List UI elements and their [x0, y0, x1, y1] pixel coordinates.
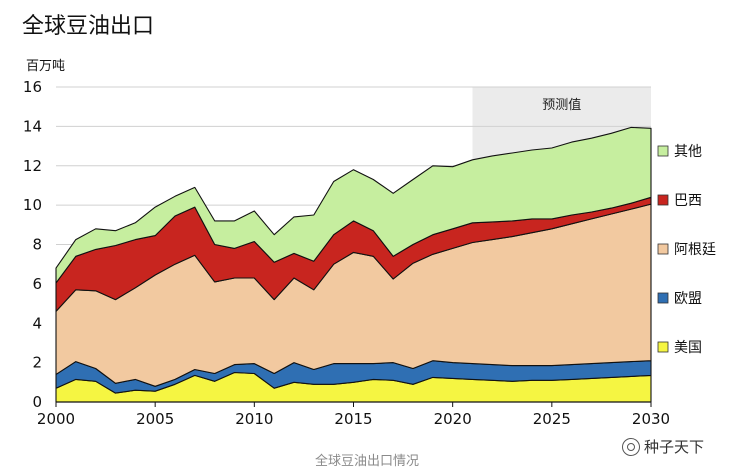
- y-tick-label: 16: [23, 78, 42, 96]
- y-tick-label: 0: [32, 393, 42, 411]
- watermark-text: 种子天下: [644, 438, 705, 456]
- area-series-其他: [55, 126, 652, 284]
- legend-label: 其他: [674, 144, 702, 160]
- legend-swatch: [657, 145, 669, 157]
- x-tick-label: 2015: [334, 410, 372, 428]
- x-tick-label: 2020: [434, 410, 472, 428]
- legend-swatch: [657, 341, 669, 353]
- y-tick-label: 2: [32, 354, 42, 372]
- y-tick-label: 14: [23, 117, 42, 135]
- figure-caption: 全球豆油出口情况: [314, 454, 419, 469]
- y-axis-unit: 百万吨: [26, 59, 66, 74]
- y-tick-label: 10: [23, 196, 42, 214]
- wechat-icon: [622, 437, 640, 456]
- legend-swatch: [657, 243, 669, 255]
- y-tick-label: 12: [23, 157, 42, 175]
- y-tick-label: 4: [32, 314, 42, 332]
- chart-title: 全球豆油出口: [22, 14, 155, 39]
- watermark: 种子天下: [622, 436, 704, 457]
- legend-label: 美国: [674, 340, 702, 356]
- x-tick-label: 2025: [533, 410, 571, 428]
- legend-swatch: [657, 292, 669, 304]
- legend-label: 阿根廷: [674, 242, 716, 258]
- legend-swatch: [657, 194, 669, 206]
- x-tick-label: 2030: [632, 410, 670, 428]
- forecast-label: 预测值: [542, 97, 581, 113]
- legend-label: 欧盟: [674, 291, 702, 307]
- x-tick-label: 2000: [37, 410, 75, 428]
- x-tick-label: 2005: [136, 410, 174, 428]
- y-tick-label: 8: [32, 236, 42, 254]
- y-tick-label: 6: [32, 275, 42, 293]
- legend-label: 巴西: [674, 193, 702, 209]
- x-tick-label: 2010: [235, 410, 273, 428]
